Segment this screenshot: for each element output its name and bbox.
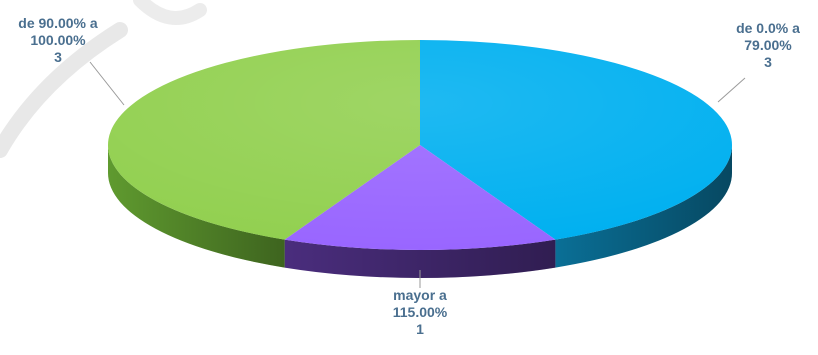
leader-line <box>89 61 125 106</box>
label-category: de 0.0% a <box>736 20 800 36</box>
data-label-1: mayor a 115.00% 1 <box>393 270 448 337</box>
label-category: de 90.00% a <box>18 15 98 31</box>
label-category: mayor a <box>393 287 447 303</box>
pie-slice-side-0 <box>555 145 732 268</box>
label-category: 79.00% <box>744 37 792 53</box>
pie-tops <box>107 39 733 250</box>
data-label-2: de 90.00% a 100.00% 3 <box>18 15 125 106</box>
svg-text:de 0.0% a79.00%3: de 0.0% a 79.00% 3 <box>736 20 800 70</box>
label-category: 100.00% <box>30 32 86 48</box>
leader-line <box>717 77 746 103</box>
label-category: 115.00% <box>393 304 448 320</box>
pie-sides <box>108 145 732 278</box>
label-value: 3 <box>54 49 62 65</box>
label-value: 3 <box>764 54 772 70</box>
label-value: 1 <box>416 321 424 337</box>
pie-slice-side-1 <box>284 239 556 278</box>
data-label-0: de 0.0% a 79.00% 3 <box>717 20 800 103</box>
pie-slice-side-2 <box>108 145 285 268</box>
